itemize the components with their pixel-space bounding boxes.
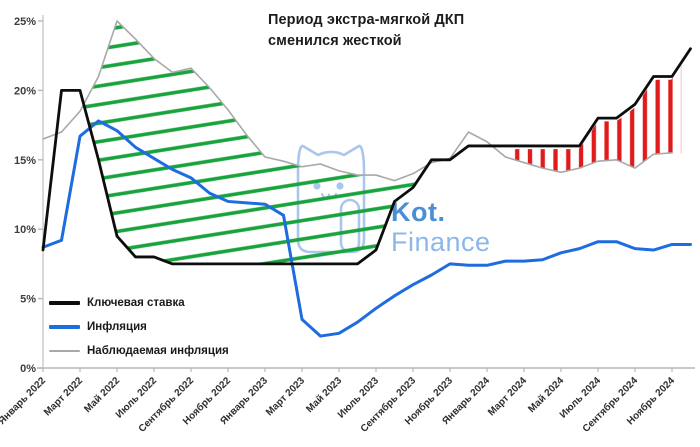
legend-swatch-key-rate (49, 301, 80, 305)
legend-label-inflation: Инфляция (87, 321, 147, 333)
chart-title-line2: сменился жесткой (268, 33, 402, 49)
x-axis-label: Январь 2022 (0, 375, 48, 427)
chart-title: Период экстра-мягкой ДКП сменился жестко… (268, 10, 464, 52)
watermark-text: Kot. Finance (391, 197, 491, 258)
legend: Ключевая ставка Инфляция Наблюдаемая инф… (49, 291, 229, 363)
legend-swatch-inflation (49, 325, 80, 329)
legend-swatch-observed-inflation (49, 350, 80, 352)
hatch-region-hard-policy (509, 65, 682, 173)
watermark-brand-bottom: Finance (391, 227, 491, 257)
series-line-inflation (41, 119, 692, 338)
series-line-observed-inflation (42, 20, 673, 182)
x-axis-label: Март 2022 (42, 375, 85, 418)
legend-item-inflation: Инфляция (49, 315, 229, 339)
y-axis-label: 25% (14, 16, 36, 28)
y-axis-label: 15% (14, 155, 36, 167)
y-axis-label: 20% (14, 85, 36, 97)
legend-label-key-rate: Ключевая ставка (87, 297, 185, 309)
legend-item-observed-inflation: Наблюдаемая инфляция (49, 339, 229, 363)
watermark-brand-top: Kot. (391, 197, 446, 227)
chart-title-line1: Период экстра-мягкой ДКП (268, 12, 465, 28)
y-axis-label: 5% (20, 294, 36, 306)
x-axis-label: Март 2023 (264, 375, 307, 418)
y-axis-label: 10% (14, 224, 36, 236)
legend-item-key-rate: Ключевая ставка (49, 291, 229, 315)
x-axis-label: Март 2024 (486, 375, 529, 418)
y-axis-label: 0% (20, 363, 36, 375)
legend-label-observed-inflation: Наблюдаемая инфляция (87, 345, 229, 357)
series-line-key-rate (41, 47, 692, 266)
hatch-region-soft-policy (83, 23, 429, 264)
